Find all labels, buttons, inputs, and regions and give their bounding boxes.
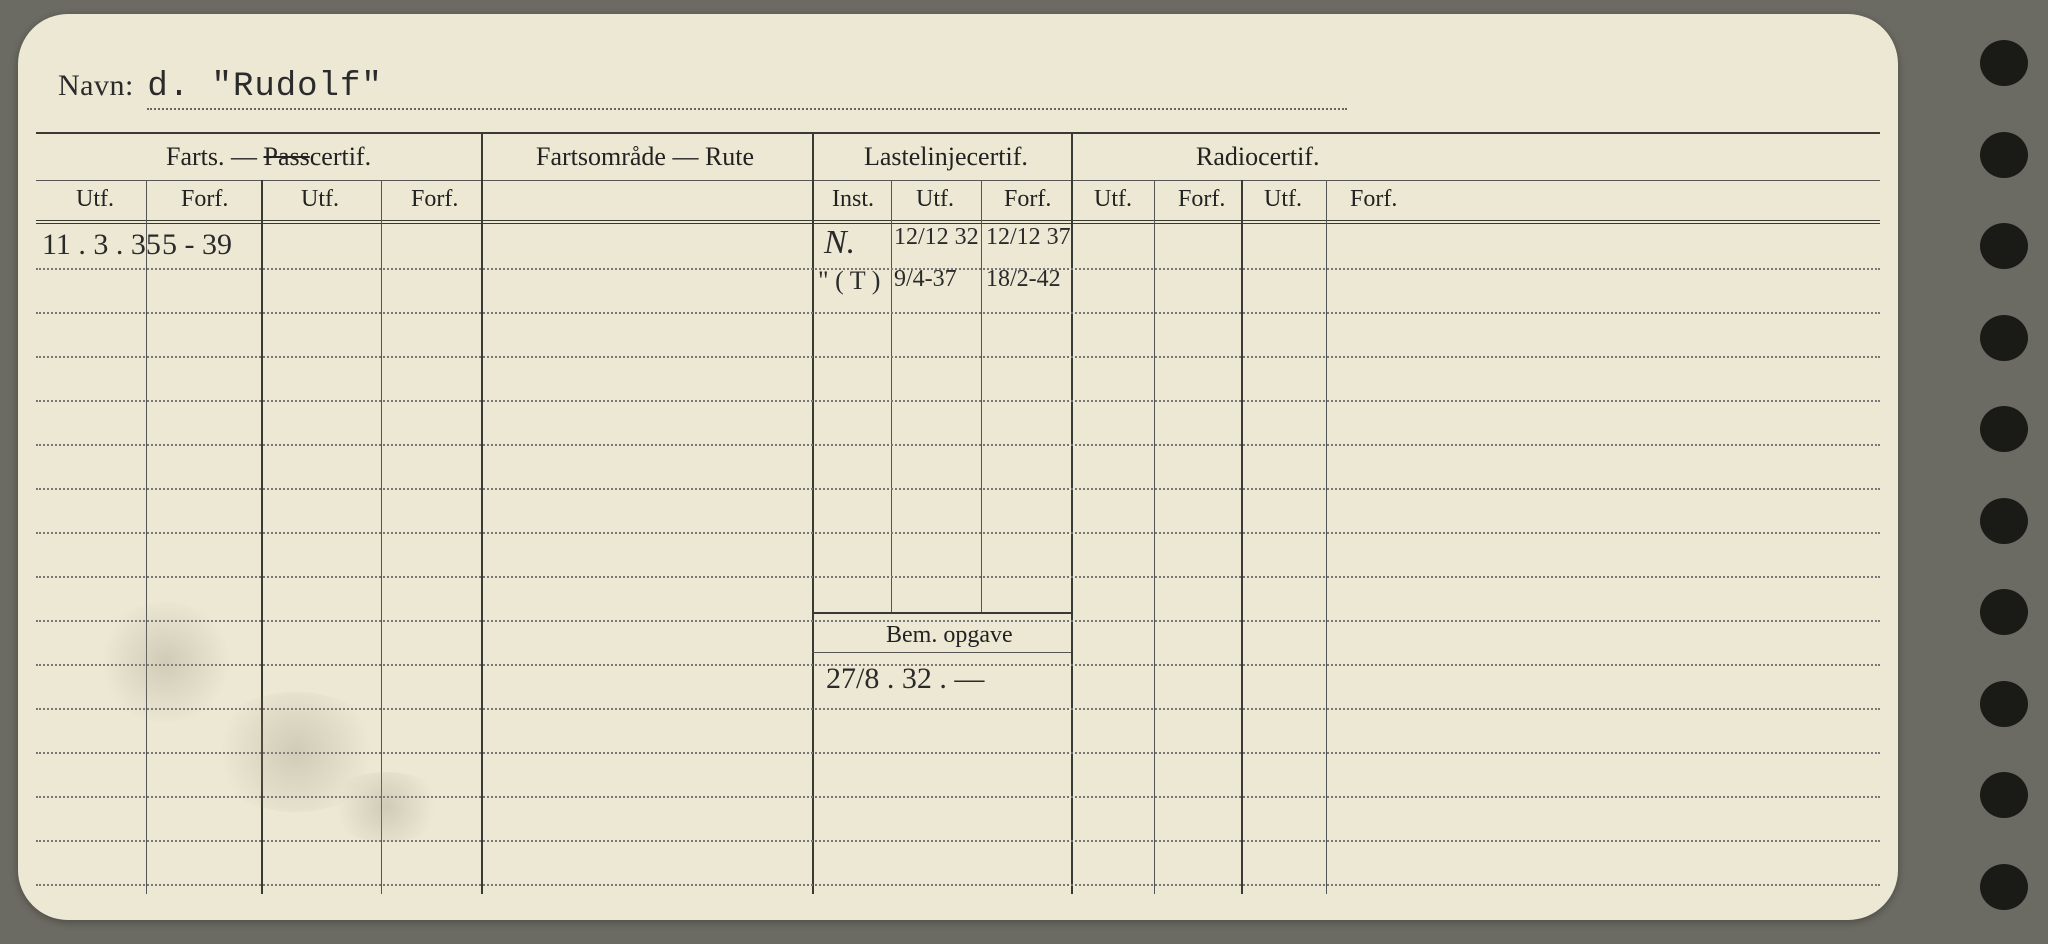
- hole: [1980, 315, 2028, 361]
- hand-farts-forf: 5 - 39: [162, 228, 232, 262]
- hand-bem: 27/8 . 32 . —: [826, 662, 984, 696]
- punch-holes: [1980, 40, 2028, 910]
- hole: [1980, 40, 2028, 86]
- sub-rforf1: Forf.: [1178, 186, 1225, 213]
- hole: [1980, 406, 2028, 452]
- hand-laste2-utf: 9/4-37: [894, 266, 957, 293]
- hand-laste2-forf: 18/2-42: [986, 266, 1061, 293]
- bem-sep: [812, 652, 1071, 653]
- sub-inst: Inst.: [832, 186, 874, 213]
- sub-forf1: Forf.: [181, 186, 228, 213]
- hole: [1980, 589, 2028, 635]
- name-row: Navn: d. "Rudolf": [58, 68, 1347, 110]
- smudge: [96, 602, 236, 722]
- sub-lforf: Forf.: [1004, 186, 1051, 213]
- hdr-farts: Farts. — Passcertif.: [166, 142, 371, 172]
- hdr-rute: Fartsområde — Rute: [536, 142, 754, 172]
- hole: [1980, 681, 2028, 727]
- hand-laste1-utf: 12/12 32: [894, 224, 979, 251]
- sub-lutf: Utf.: [916, 186, 954, 213]
- hdr-radio: Radiocertif.: [1196, 142, 1319, 172]
- sub-rforf2: Forf.: [1350, 186, 1397, 213]
- bem-label: Bem. opgave: [886, 622, 1013, 649]
- hole: [1980, 132, 2028, 178]
- hand-laste2-inst: " ( T ): [818, 266, 880, 296]
- hdr-laste: Lastelinjecertif.: [864, 142, 1028, 172]
- hole: [1980, 772, 2028, 818]
- sub-rutf2: Utf.: [1264, 186, 1302, 213]
- sub-utf1: Utf.: [76, 186, 114, 213]
- sub-utf2: Utf.: [301, 186, 339, 213]
- page: Navn: d. "Rudolf" Farts. — Passcertif. F…: [0, 0, 2048, 944]
- sub-forf2: Forf.: [411, 186, 458, 213]
- name-label: Navn:: [58, 69, 134, 102]
- name-value: d. "Rudolf": [147, 68, 382, 106]
- hand-laste1-inst: N.: [824, 224, 855, 262]
- hole: [1980, 498, 2028, 544]
- sub-rutf1: Utf.: [1094, 186, 1132, 213]
- table: Farts. — Passcertif. Fartsområde — Rute …: [36, 132, 1880, 894]
- hole: [1980, 864, 2028, 910]
- record-card: Navn: d. "Rudolf" Farts. — Passcertif. F…: [18, 14, 1898, 920]
- hole: [1980, 223, 2028, 269]
- hand-farts-utf: 11 . 3 . 35: [42, 228, 161, 262]
- smudge: [326, 772, 446, 842]
- bem-top-line: [812, 612, 1071, 614]
- hand-laste1-forf: 12/12 37: [986, 224, 1071, 251]
- name-field: d. "Rudolf": [147, 68, 1347, 110]
